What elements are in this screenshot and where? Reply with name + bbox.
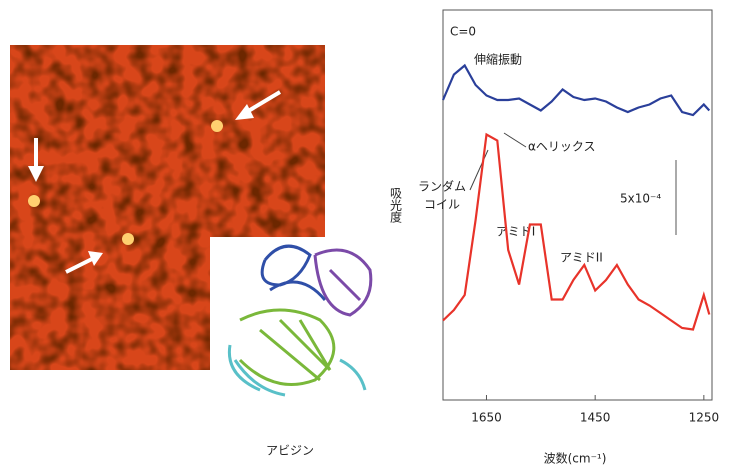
- annotation: C=0: [450, 25, 476, 39]
- x-tick-label: 1450: [580, 411, 611, 425]
- x-tick-label: 1650: [471, 411, 502, 425]
- annotation: ランダム: [418, 179, 466, 194]
- annotation: αヘリックス: [528, 140, 596, 154]
- spectrum-line: [443, 66, 709, 116]
- y-axis-label: 吸光度: [389, 187, 403, 223]
- plot-frame: [443, 10, 712, 400]
- caption: アビジン: [266, 444, 314, 458]
- x-tick-label: 1250: [689, 411, 720, 425]
- annotation: コイル: [424, 198, 460, 212]
- spectrum-line: [443, 135, 709, 330]
- pointer: [504, 133, 526, 147]
- x-axis-label: 波数(cm⁻¹): [544, 451, 607, 466]
- annotation: 伸縮振動: [474, 52, 522, 67]
- scale-bar-label: 5x10⁻⁴: [620, 192, 661, 206]
- protein-structure: [229, 246, 370, 395]
- figure: アビジン 吸光度 波数(cm⁻¹) C=0 伸縮振動 αヘリックス ランダム コ…: [0, 0, 732, 469]
- pointer: [470, 150, 488, 190]
- annotation: アミドII: [560, 251, 603, 265]
